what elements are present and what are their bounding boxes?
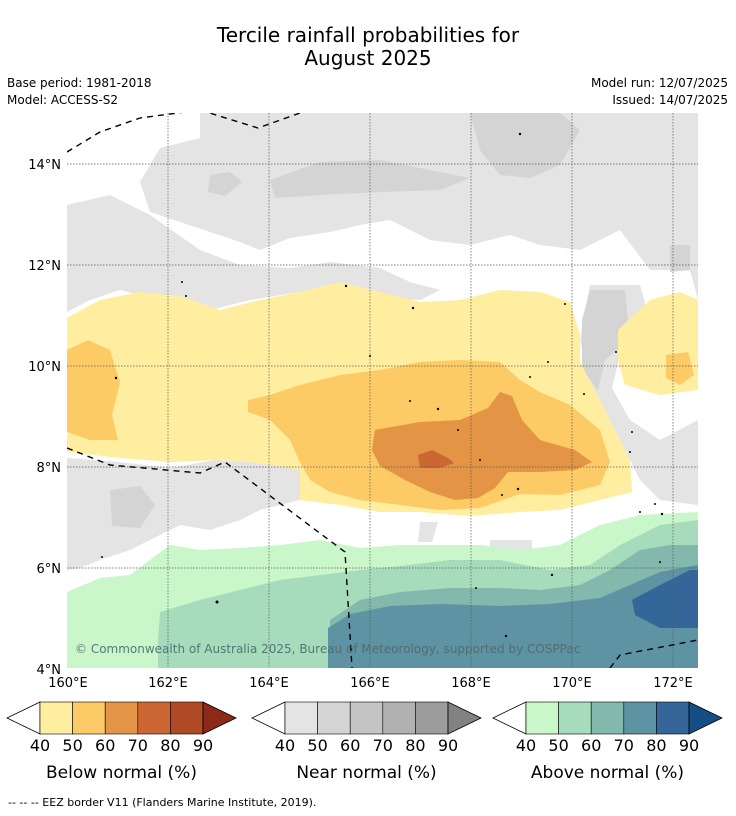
- below-normal-50-region: [67, 340, 120, 440]
- near-normal-colorbar-tick-label: 80: [405, 736, 425, 755]
- near-normal-region-southwest-dark: [110, 486, 155, 528]
- above-normal-colorbar: 40 50 60 70 80 90 Above normal (%): [492, 701, 723, 783]
- near-normal-region-north-inner: [67, 195, 440, 312]
- near-normal-region-south-strip: [418, 522, 532, 552]
- eez-borders: [67, 113, 698, 668]
- below-normal-colorbar-tick-label: 60: [95, 736, 115, 755]
- above-normal-colorbar-segment: [590, 701, 625, 735]
- below-normal-colorbar-title: Below normal (%): [46, 763, 197, 783]
- above-normal-colorbar-tick-label: 80: [646, 736, 666, 755]
- y-tick-label: 6°N: [37, 562, 62, 577]
- near-normal-region-east-dark: [582, 290, 630, 390]
- x-tick-label: 166°E: [350, 676, 390, 691]
- chart-title-line-2: August 2025: [304, 46, 432, 70]
- below-normal-colorbar-tick-label: 90: [193, 736, 213, 755]
- above-normal-colorbar-title: Above normal (%): [531, 763, 684, 783]
- y-axis-ticks: 14°N 12°N 10°N 8°N 6°N 4°N: [28, 158, 61, 678]
- copyright-text: © Commonwealth of Australia 2025, Bureau…: [75, 642, 580, 656]
- below-normal-colorbar-segment: [104, 701, 139, 735]
- x-axis-ticks: 160°E 162°E 164°E 166°E 168°E 170°E 172°…: [48, 676, 693, 691]
- near-normal-region-north-dark-3: [208, 172, 242, 196]
- issued-text: Issued: 14/07/2025: [612, 93, 728, 107]
- x-tick-label: 170°E: [552, 676, 592, 691]
- near-normal-colorbar-segment: [415, 701, 449, 735]
- below-normal-70-region: [418, 450, 454, 468]
- near-normal-colorbar-tick-label: 50: [307, 736, 327, 755]
- base-period-text: Base period: 1981-2018: [7, 76, 152, 90]
- grid-lines: [67, 113, 698, 668]
- below-normal-colorbar-segment: [137, 701, 171, 735]
- near-normal-region-north-dark: [470, 113, 580, 178]
- near-normal-region-southwest: [67, 458, 300, 570]
- x-tick-label: 168°E: [451, 676, 491, 691]
- near-normal-colorbar-tick-label: 40: [275, 736, 295, 755]
- below-normal-colorbar-tick-label: 70: [128, 736, 148, 755]
- above-normal-colorbar-segment: [558, 701, 592, 735]
- above-normal-colorbar-segment: [525, 701, 559, 735]
- x-tick-label: 164°E: [249, 676, 289, 691]
- above-normal-colorbar-tick-label: 90: [679, 736, 699, 755]
- below-normal-60-region: [372, 392, 592, 500]
- below-normal-colorbar-under-arrow: [6, 701, 41, 735]
- below-normal-colorbar-segment: [170, 701, 204, 735]
- near-normal-colorbar-tick-label: 70: [373, 736, 393, 755]
- below-normal-colorbar-over-arrow: [202, 701, 237, 735]
- y-tick-label: 12°N: [28, 259, 61, 274]
- near-normal-colorbar-segment: [284, 701, 318, 735]
- island-outlines: [101, 132, 664, 638]
- near-normal-colorbar-tick-label: 90: [438, 736, 458, 755]
- above-normal-80-region: [632, 570, 698, 628]
- near-normal-colorbar-tick-label: 60: [340, 736, 360, 755]
- near-normal-colorbar-segment: [382, 701, 416, 735]
- above-normal-colorbar-tick-label: 60: [581, 736, 601, 755]
- chart-title-line-1: Tercile rainfall probabilities for: [216, 23, 520, 47]
- near-normal-colorbar-under-arrow: [251, 701, 286, 735]
- above-normal-colorbar-over-arrow: [688, 701, 723, 735]
- above-normal-colorbar-segment: [623, 701, 657, 735]
- above-normal-colorbar-tick-label: 50: [548, 736, 568, 755]
- colorbar-legends: 40 50 60 70 80 90 Below normal (%) 40 50 60 70 80 90…: [6, 701, 723, 783]
- above-normal-colorbar-segment: [656, 701, 690, 735]
- x-tick-label: 172°E: [653, 676, 693, 691]
- below-normal-colorbar-tick-label: 50: [62, 736, 82, 755]
- below-normal-colorbar: 40 50 60 70 80 90 Below normal (%): [6, 701, 237, 783]
- model-text: Model: ACCESS-S2: [7, 93, 119, 107]
- near-normal-colorbar-segment: [349, 701, 384, 735]
- above-normal-colorbar-under-arrow: [492, 701, 527, 735]
- above-normal-70-region: [328, 565, 698, 668]
- above-normal-colorbar-tick-label: 40: [516, 736, 536, 755]
- x-tick-label: 162°E: [148, 676, 188, 691]
- map-panel: [67, 113, 698, 668]
- y-tick-label: 8°N: [37, 461, 62, 476]
- above-normal-colorbar-tick-label: 70: [614, 736, 634, 755]
- y-tick-label: 4°N: [37, 663, 62, 678]
- near-normal-colorbar-title: Near normal (%): [296, 763, 436, 783]
- y-tick-label: 10°N: [28, 360, 61, 375]
- below-normal-colorbar-tick-label: 80: [160, 736, 180, 755]
- below-normal-colorbar-segment: [72, 701, 106, 735]
- near-normal-colorbar-over-arrow: [447, 701, 482, 735]
- below-normal-colorbar-segment: [39, 701, 73, 735]
- x-tick-label: 160°E: [48, 676, 88, 691]
- below-normal-colorbar-tick-label: 40: [30, 736, 50, 755]
- y-tick-label: 14°N: [28, 158, 61, 173]
- eez-footnote: -- -- -- EEZ border V11 (Flanders Marine…: [8, 796, 317, 809]
- model-run-text: Model run: 12/07/2025: [590, 76, 728, 90]
- near-normal-colorbar-segment: [317, 701, 351, 735]
